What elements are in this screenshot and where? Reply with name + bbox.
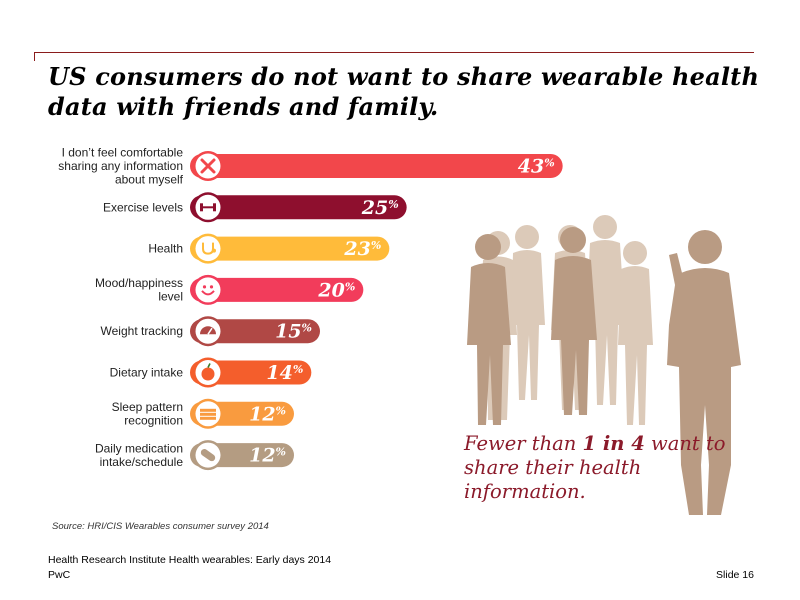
people-silhouettes-illustration	[467, 215, 741, 515]
callout-emphasis: 1 in 4	[582, 432, 645, 455]
pill-icon	[200, 449, 216, 462]
apple-icon	[201, 363, 215, 381]
bar-icon-disc	[195, 277, 221, 303]
bar	[190, 195, 407, 220]
category-label: about myself	[115, 173, 184, 187]
bar-icon-disc	[195, 236, 221, 262]
callout-part1: Fewer than	[464, 432, 583, 455]
callout-text: Fewer than 1 in 4 want to share their he…	[464, 432, 764, 504]
callout-part2: want to share their health information.	[464, 432, 726, 503]
value-label: 15%	[275, 321, 312, 343]
value-label: 14%	[266, 362, 303, 384]
value-label: 25%	[361, 197, 399, 219]
category-label: Sleep pattern	[112, 400, 183, 414]
slide-number: Slide 16	[716, 569, 754, 581]
category-label: sharing any information	[58, 159, 183, 173]
value-label: 23%	[343, 238, 381, 260]
bar	[190, 154, 563, 178]
value-label: 20%	[317, 279, 355, 301]
category-label: I don’t feel comfortable	[62, 146, 184, 160]
category-label: Health	[148, 242, 183, 256]
smiley-icon	[201, 285, 215, 296]
category-label: intake/schedule	[100, 455, 184, 469]
bar	[190, 236, 390, 261]
category-label: Weight tracking	[101, 324, 183, 338]
footer-brand: PwC	[48, 569, 71, 581]
slide-title: US consumers do not want to share wearab…	[48, 62, 760, 121]
x-icon	[200, 158, 216, 174]
bar	[190, 319, 320, 344]
source-note: Source: HRI/CIS Wearables consumer surve…	[52, 521, 269, 532]
scale-icon	[200, 326, 216, 335]
category-label: Exercise levels	[103, 200, 183, 214]
category-label: Daily medication	[95, 441, 183, 455]
header-rule-tick	[34, 52, 35, 61]
bed-icon	[200, 408, 216, 420]
foreground-silhouettes	[467, 227, 741, 515]
bar	[190, 277, 364, 302]
category-label: recognition	[124, 414, 183, 428]
stethoscope-icon	[202, 242, 216, 255]
value-label: 43%	[518, 156, 555, 178]
category-label: Dietary intake	[110, 366, 184, 380]
category-label: level	[158, 290, 183, 304]
dumbbell-icon	[200, 203, 216, 212]
value-label: 12%	[249, 445, 286, 467]
header-rule	[34, 52, 754, 53]
value-label: 12%	[249, 403, 286, 425]
footer-text: Health Research Institute Health wearabl…	[48, 554, 332, 566]
category-label: Mood/happiness	[95, 276, 183, 290]
